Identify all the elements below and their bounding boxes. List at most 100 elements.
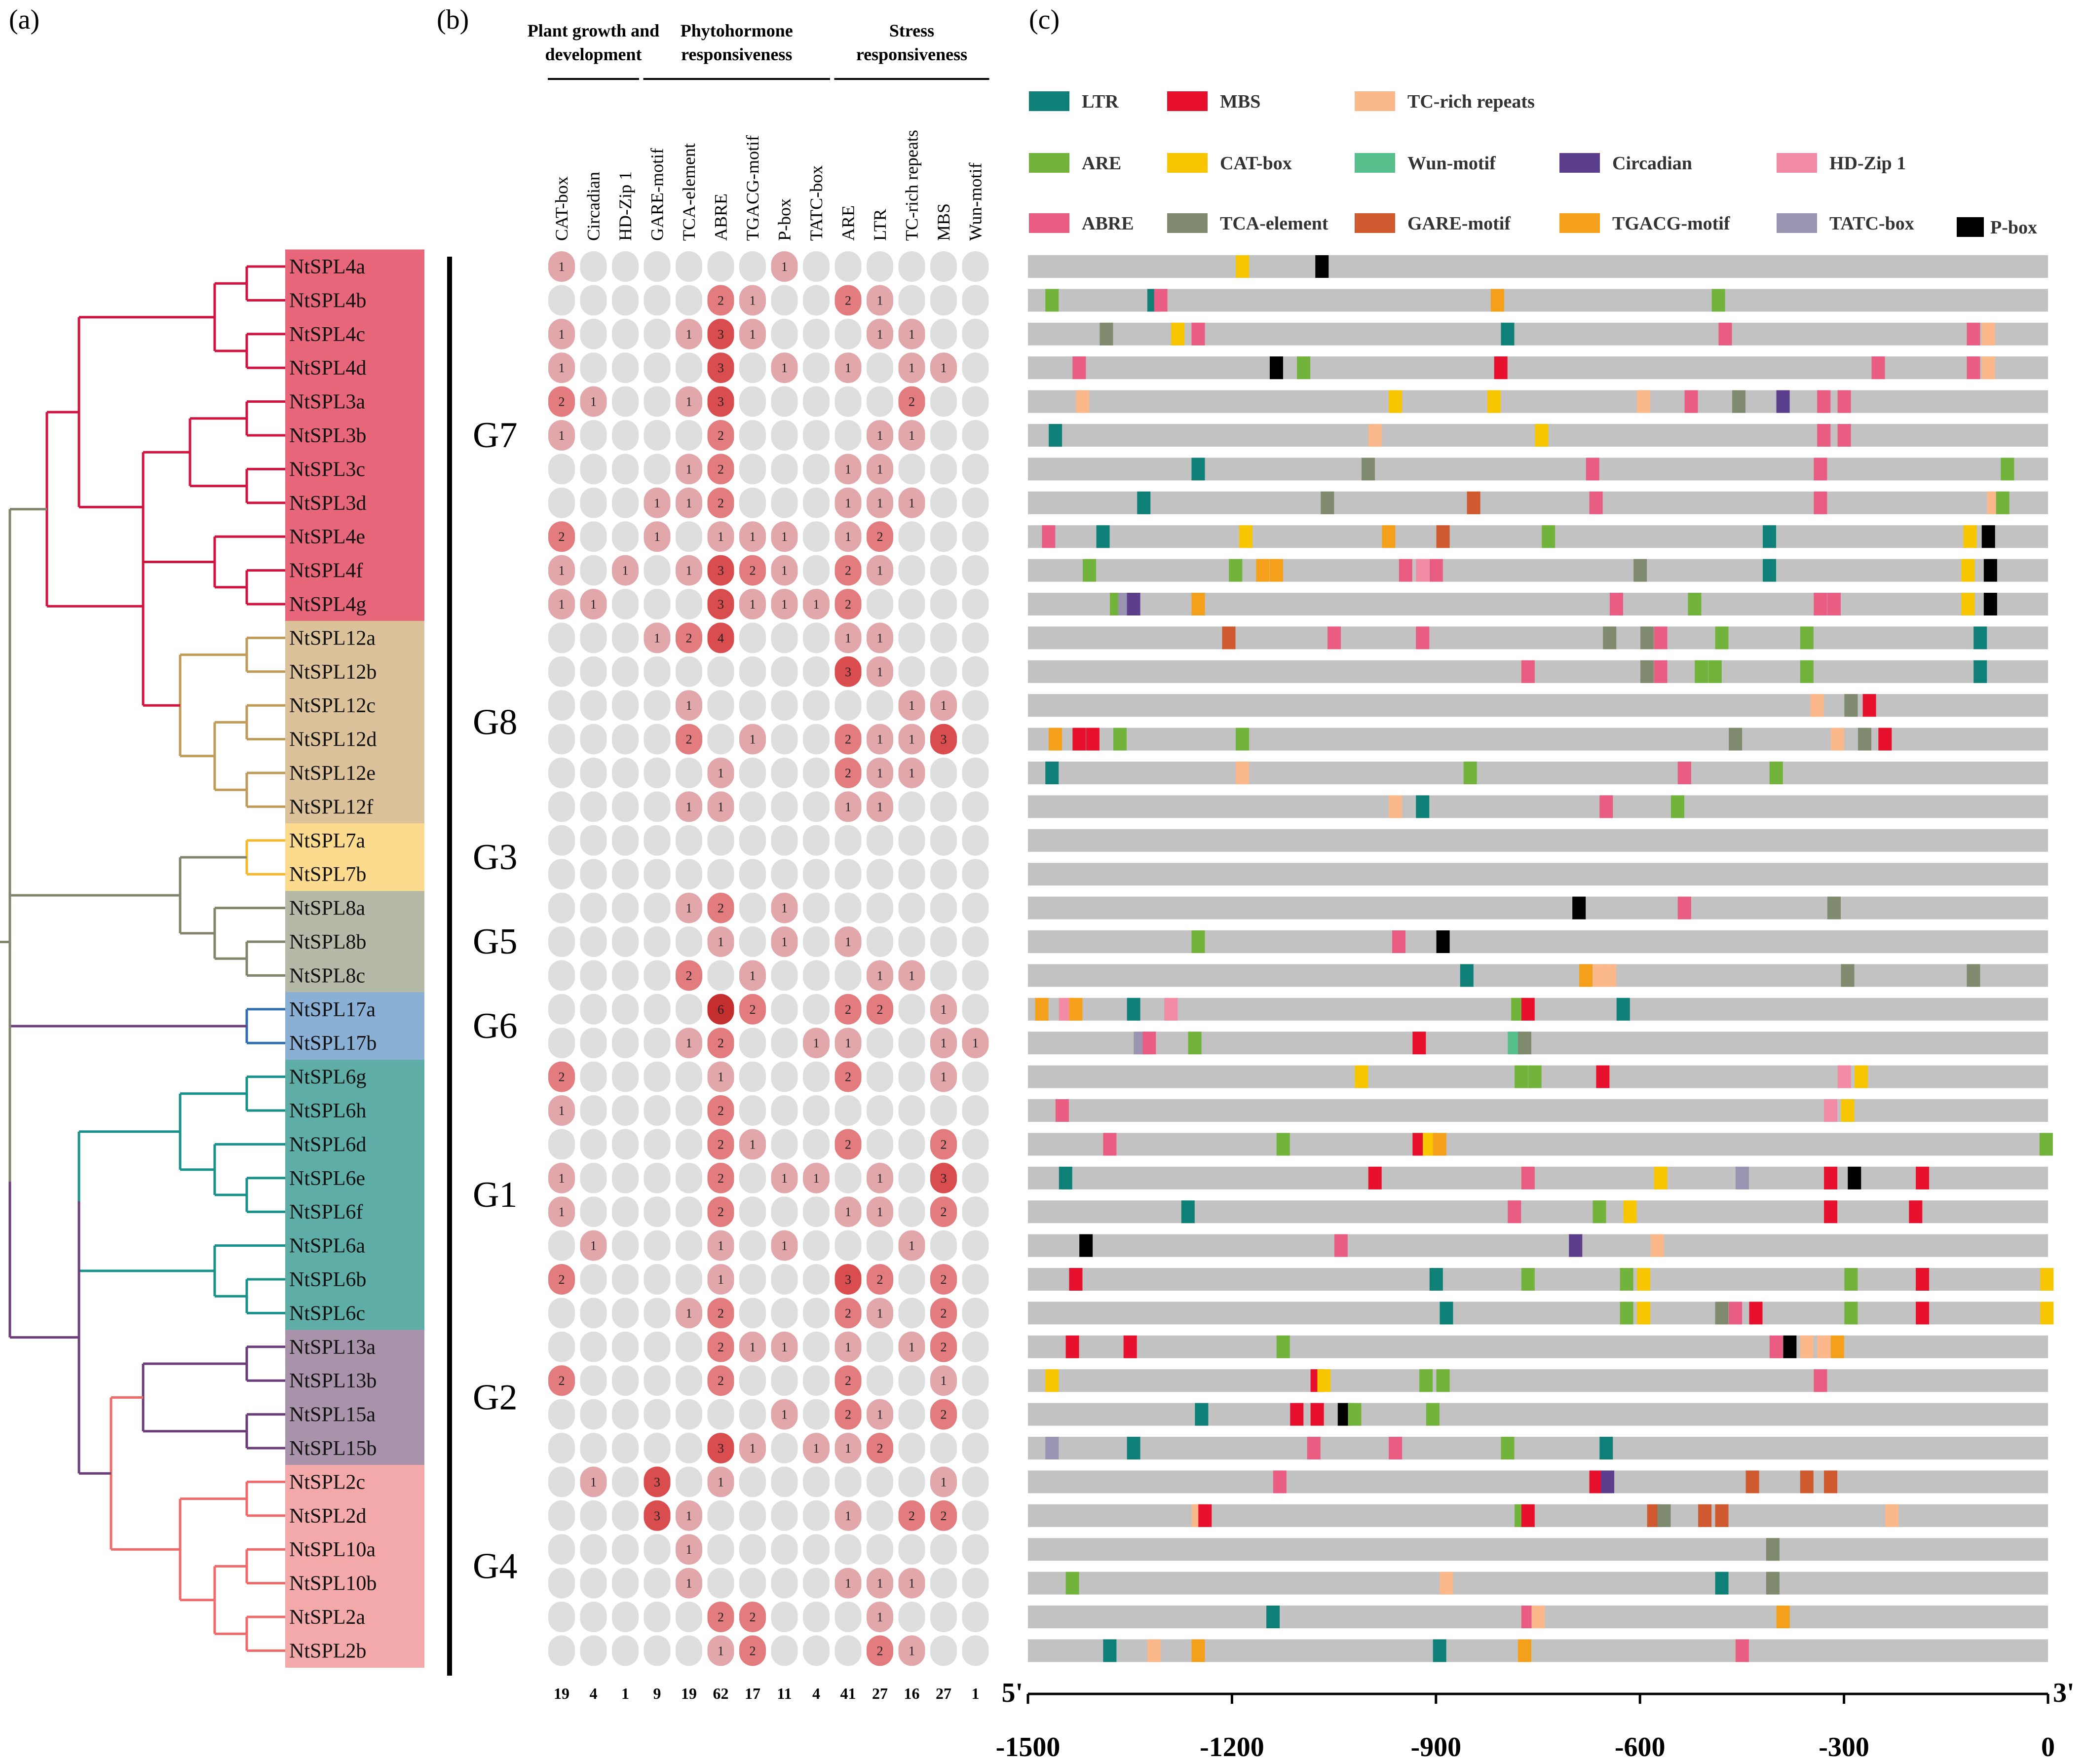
- count-cell: [834, 791, 862, 822]
- count-cell: [930, 352, 957, 383]
- count-cell: [644, 1331, 671, 1362]
- motif-mark: [1297, 356, 1311, 380]
- count-cell: [898, 420, 925, 451]
- count-cell: [580, 352, 607, 383]
- motif-mark: [1996, 491, 2010, 514]
- count-cell: [834, 589, 862, 619]
- motif-mark: [1640, 626, 1654, 650]
- count-cell: [867, 1230, 893, 1261]
- count-cell: [739, 758, 766, 788]
- count-cell: [930, 285, 957, 316]
- count-cell: [548, 859, 575, 890]
- cis-element-header: Plant growth and development Phytohormone r…: [528, 21, 989, 241]
- count-value: 1: [750, 1137, 756, 1151]
- motif-mark: [1191, 593, 1205, 615]
- count-cell: [707, 1264, 734, 1295]
- count-cell: [962, 1568, 989, 1599]
- motif-mark: [1389, 795, 1403, 818]
- count-cell: [676, 555, 702, 586]
- count-value: 2: [845, 1408, 851, 1422]
- count-cell: [739, 352, 766, 383]
- count-cell: [580, 589, 607, 619]
- count-cell: [548, 1061, 575, 1092]
- count-cell: [707, 825, 734, 856]
- group-label: G5: [473, 921, 517, 962]
- count-cell: [580, 1196, 607, 1227]
- motif-mark: [1035, 997, 1049, 1021]
- count-cell: [771, 622, 798, 653]
- count-cell: [898, 1196, 925, 1227]
- count-cell: [962, 1635, 989, 1666]
- count-value: 2: [941, 1408, 947, 1422]
- promoter-bar: [1028, 1403, 2048, 1426]
- motif-mark: [1191, 930, 1205, 953]
- count-cell: [739, 487, 766, 518]
- group-bracket-bar: [447, 257, 452, 1676]
- legend-label: GARE-motif: [1407, 213, 1511, 234]
- promoter-bar: [1028, 1572, 2048, 1595]
- motif-mark: [1103, 1639, 1117, 1662]
- motif-mark: [1814, 593, 1827, 615]
- count-cell: [867, 1568, 893, 1599]
- count-cell: [707, 1162, 734, 1193]
- count-cell: [612, 690, 639, 721]
- count-cell: [930, 1230, 957, 1261]
- count-cell: [580, 1331, 607, 1362]
- count-cell: [612, 960, 639, 991]
- count-value: 1: [877, 968, 883, 983]
- count-cell: [548, 1635, 575, 1666]
- count-cell: [867, 1298, 893, 1329]
- count-value: 1: [686, 1576, 692, 1591]
- count-value: 1: [686, 1542, 692, 1557]
- motif-mark: [1083, 559, 1097, 582]
- count-cell: [739, 251, 766, 282]
- promoter-bar: [1028, 458, 2048, 481]
- motif-mark: [1871, 356, 1885, 380]
- count-cell: [644, 1365, 671, 1396]
- motif-mark: [1841, 964, 1855, 987]
- count-cell: [803, 352, 830, 383]
- count-cell: [930, 251, 957, 282]
- count-value: 1: [909, 968, 915, 983]
- count-cell: [612, 1331, 639, 1362]
- count-value: 1: [686, 395, 692, 409]
- legend-label: TCA-element: [1220, 213, 1328, 234]
- count-cell: [548, 420, 575, 451]
- gene-label-background: [285, 722, 424, 757]
- motif-mark: [1142, 1032, 1156, 1055]
- gene-label-background: [285, 384, 424, 419]
- count-cell: [803, 1635, 830, 1666]
- count-cell: [834, 352, 862, 383]
- count-cell: [803, 1534, 830, 1565]
- count-cell: [612, 1365, 639, 1396]
- count-cell: [548, 487, 575, 518]
- gene-label: NtSPL2b: [289, 1640, 366, 1662]
- motif-mark: [1076, 390, 1090, 413]
- count-cell: [707, 555, 734, 586]
- count-cell: [644, 825, 671, 856]
- count-cell: [612, 1466, 639, 1497]
- gene-label-background: [285, 1228, 424, 1263]
- count-cell: [644, 1061, 671, 1092]
- motif-mark: [1878, 728, 1892, 751]
- count-value: 3: [941, 732, 947, 747]
- promoter-bar: [1028, 795, 2048, 818]
- count-value: 1: [877, 665, 883, 679]
- count-value: 1: [941, 698, 947, 713]
- count-cell: [962, 521, 989, 552]
- count-cell: [803, 285, 830, 316]
- count-cell: [867, 1602, 893, 1632]
- motif-mark: [1711, 289, 1725, 312]
- count-cell: [834, 926, 862, 957]
- motif-mark: [1599, 795, 1613, 818]
- count-cell: [962, 1534, 989, 1565]
- count-cell: [580, 1399, 607, 1430]
- gene-label: NtSPL6c: [289, 1302, 365, 1325]
- count-cell: [898, 1500, 925, 1531]
- count-cell: [548, 1602, 575, 1632]
- motif-mark: [1718, 322, 1732, 345]
- count-cell: [612, 318, 639, 349]
- promoter-bar: [1028, 356, 2048, 380]
- count-cell: [676, 420, 702, 451]
- count-cell: [834, 758, 862, 788]
